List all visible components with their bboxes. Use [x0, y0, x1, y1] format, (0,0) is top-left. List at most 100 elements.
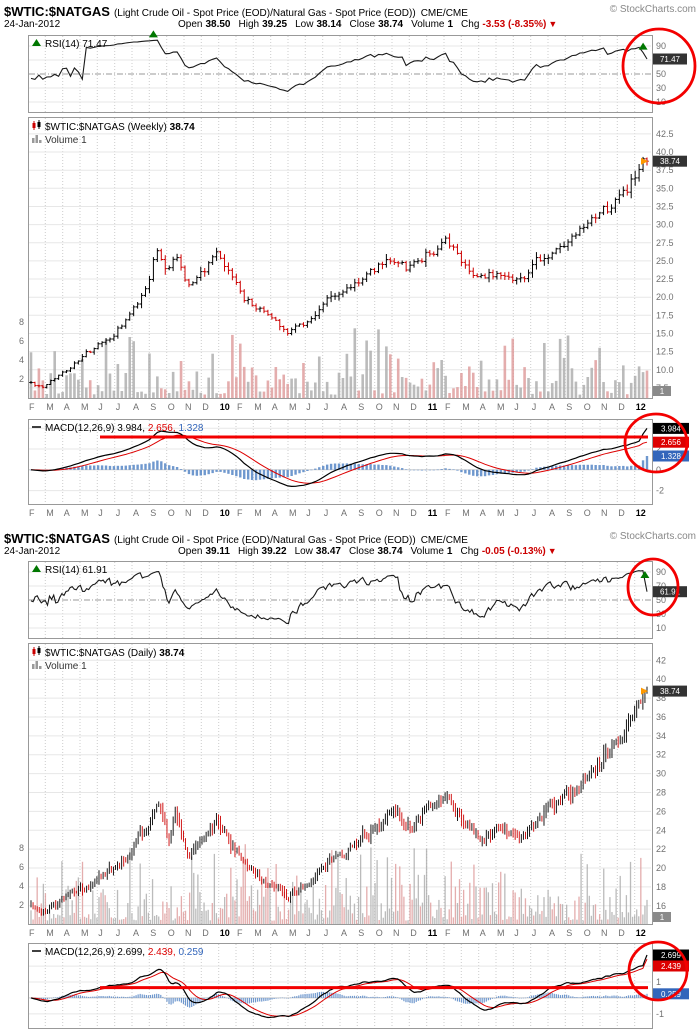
- svg-text:N: N: [393, 508, 400, 518]
- svg-text:J: J: [514, 402, 519, 412]
- chg-down-arrow-icon: ▼: [548, 19, 558, 29]
- quote-volume-value: 1: [446, 546, 453, 557]
- svg-text:27.5: 27.5: [656, 238, 674, 248]
- svg-text:16: 16: [656, 901, 666, 911]
- svg-text:F: F: [445, 928, 451, 938]
- svg-text:N: N: [393, 402, 400, 412]
- svg-text:A: A: [549, 928, 555, 938]
- rsi-label: RSI(14) 71.47: [45, 39, 108, 50]
- quote-chg-value: -3.53 (-8.35%): [482, 19, 547, 30]
- svg-text:36: 36: [656, 712, 666, 722]
- svg-text:J: J: [116, 402, 121, 412]
- macd-label: MACD(12,26,9) 3.984, 2.656, 1.328: [45, 423, 204, 434]
- svg-text:40.0: 40.0: [656, 147, 674, 157]
- volume-label: Volume 1: [45, 661, 87, 672]
- svg-text:N: N: [185, 508, 192, 518]
- svg-text:F: F: [29, 402, 35, 412]
- svg-text:A: A: [272, 402, 278, 412]
- svg-text:30: 30: [656, 83, 666, 93]
- svg-text:61.91: 61.91: [660, 588, 681, 597]
- month-labels: F M A M J J A S O N D 10 F M A M J J A S O N D 11 F M A M J J A S O N D 12: [29, 508, 646, 518]
- month-axis: F M A M J J A S O N D 10 F M A M J J A S O N D 11 F M A M J J A S O N D 12: [29, 508, 646, 518]
- svg-text:S: S: [150, 928, 156, 938]
- value-box: 71.47: [653, 53, 687, 65]
- symbol-description: (Light Crude Oil - Spot Price (EOD)/Natu…: [113, 535, 416, 546]
- svg-text:F: F: [237, 508, 243, 518]
- svg-text:D: D: [618, 508, 625, 518]
- svg-text:M: M: [462, 402, 470, 412]
- copyright: © StockCharts.com: [609, 4, 696, 15]
- svg-text:J: J: [324, 928, 329, 938]
- value-box: 3.984: [653, 422, 689, 434]
- quote-volume-label: Volume: [410, 546, 444, 557]
- svg-text:10: 10: [220, 508, 230, 518]
- svg-text:O: O: [584, 402, 591, 412]
- exchange-label: CME/CME: [420, 535, 468, 546]
- svg-text:38.74: 38.74: [660, 687, 681, 696]
- svg-text:70: 70: [656, 581, 666, 591]
- last-price-arrow-icon: [641, 157, 648, 165]
- svg-text:42: 42: [656, 655, 666, 665]
- macd-label: MACD(12,26,9) 2.699, 2.439, 0.259: [45, 947, 204, 958]
- svg-text:M: M: [46, 928, 54, 938]
- svg-text:J: J: [532, 928, 537, 938]
- svg-text:A: A: [133, 508, 139, 518]
- quote-date: 24-Jan-2012: [4, 19, 61, 30]
- svg-text:N: N: [601, 402, 608, 412]
- svg-text:4: 4: [19, 881, 24, 891]
- quote-open-label: Open: [178, 19, 203, 30]
- svg-text:D: D: [410, 928, 417, 938]
- svg-text:2: 2: [19, 374, 24, 384]
- price-bars: [30, 686, 648, 916]
- quote-line: 24-Jan-2012 Open 39.11 High 39.22 Low 38.47 Clo…: [4, 546, 557, 557]
- svg-text:A: A: [133, 928, 139, 938]
- svg-text:4: 4: [19, 355, 24, 365]
- month-gridlines: [44, 644, 636, 924]
- value-box: 38.74: [653, 155, 687, 167]
- svg-text:M: M: [289, 928, 297, 938]
- svg-text:-1: -1: [656, 1009, 664, 1019]
- svg-text:2.439: 2.439: [661, 962, 682, 971]
- quote-high-value: 39.22: [261, 546, 287, 557]
- svg-text:J: J: [324, 402, 329, 412]
- quote-low-label: Low: [295, 19, 314, 30]
- svg-text:15.0: 15.0: [656, 328, 674, 338]
- svg-text:A: A: [64, 928, 70, 938]
- svg-text:M: M: [254, 928, 261, 938]
- quote-high-label: High: [237, 546, 259, 557]
- price-panel: 4240383634323028262422201816864238.741$W…: [19, 643, 687, 925]
- price-panel-label: $WTIC:$NATGAS (Daily) 38.74: [45, 648, 185, 659]
- svg-text:D: D: [618, 928, 625, 938]
- svg-text:50: 50: [656, 69, 666, 79]
- svg-text:A: A: [272, 508, 278, 518]
- value-box: 0.259: [653, 988, 689, 1000]
- quote-high-value: 39.25: [262, 19, 288, 30]
- svg-text:N: N: [185, 402, 192, 412]
- value-box: 2.699: [653, 949, 689, 961]
- panel-border: [28, 643, 653, 925]
- svg-text:35.0: 35.0: [656, 183, 674, 193]
- quote-open-value: 39.11: [205, 546, 230, 557]
- svg-text:O: O: [168, 402, 175, 412]
- svg-text:11: 11: [428, 928, 438, 938]
- quote-chg-label: Chg: [460, 546, 479, 557]
- svg-text:M: M: [497, 508, 505, 518]
- svg-text:11: 11: [428, 402, 438, 412]
- rsi-indicator-icon: [32, 565, 41, 572]
- svg-text:M: M: [81, 402, 89, 412]
- svg-text:J: J: [514, 928, 519, 938]
- svg-text:30.0: 30.0: [656, 220, 674, 230]
- volume-bars: [30, 844, 648, 924]
- macd-histogram: [29, 456, 649, 481]
- svg-text:A: A: [480, 928, 486, 938]
- svg-text:J: J: [98, 508, 103, 518]
- svg-text:N: N: [601, 928, 608, 938]
- svg-text:A: A: [341, 402, 347, 412]
- svg-text:F: F: [237, 928, 243, 938]
- svg-text:71.47: 71.47: [660, 55, 681, 64]
- svg-text:M: M: [462, 508, 470, 518]
- price-bars: [29, 156, 649, 389]
- svg-text:D: D: [202, 508, 209, 518]
